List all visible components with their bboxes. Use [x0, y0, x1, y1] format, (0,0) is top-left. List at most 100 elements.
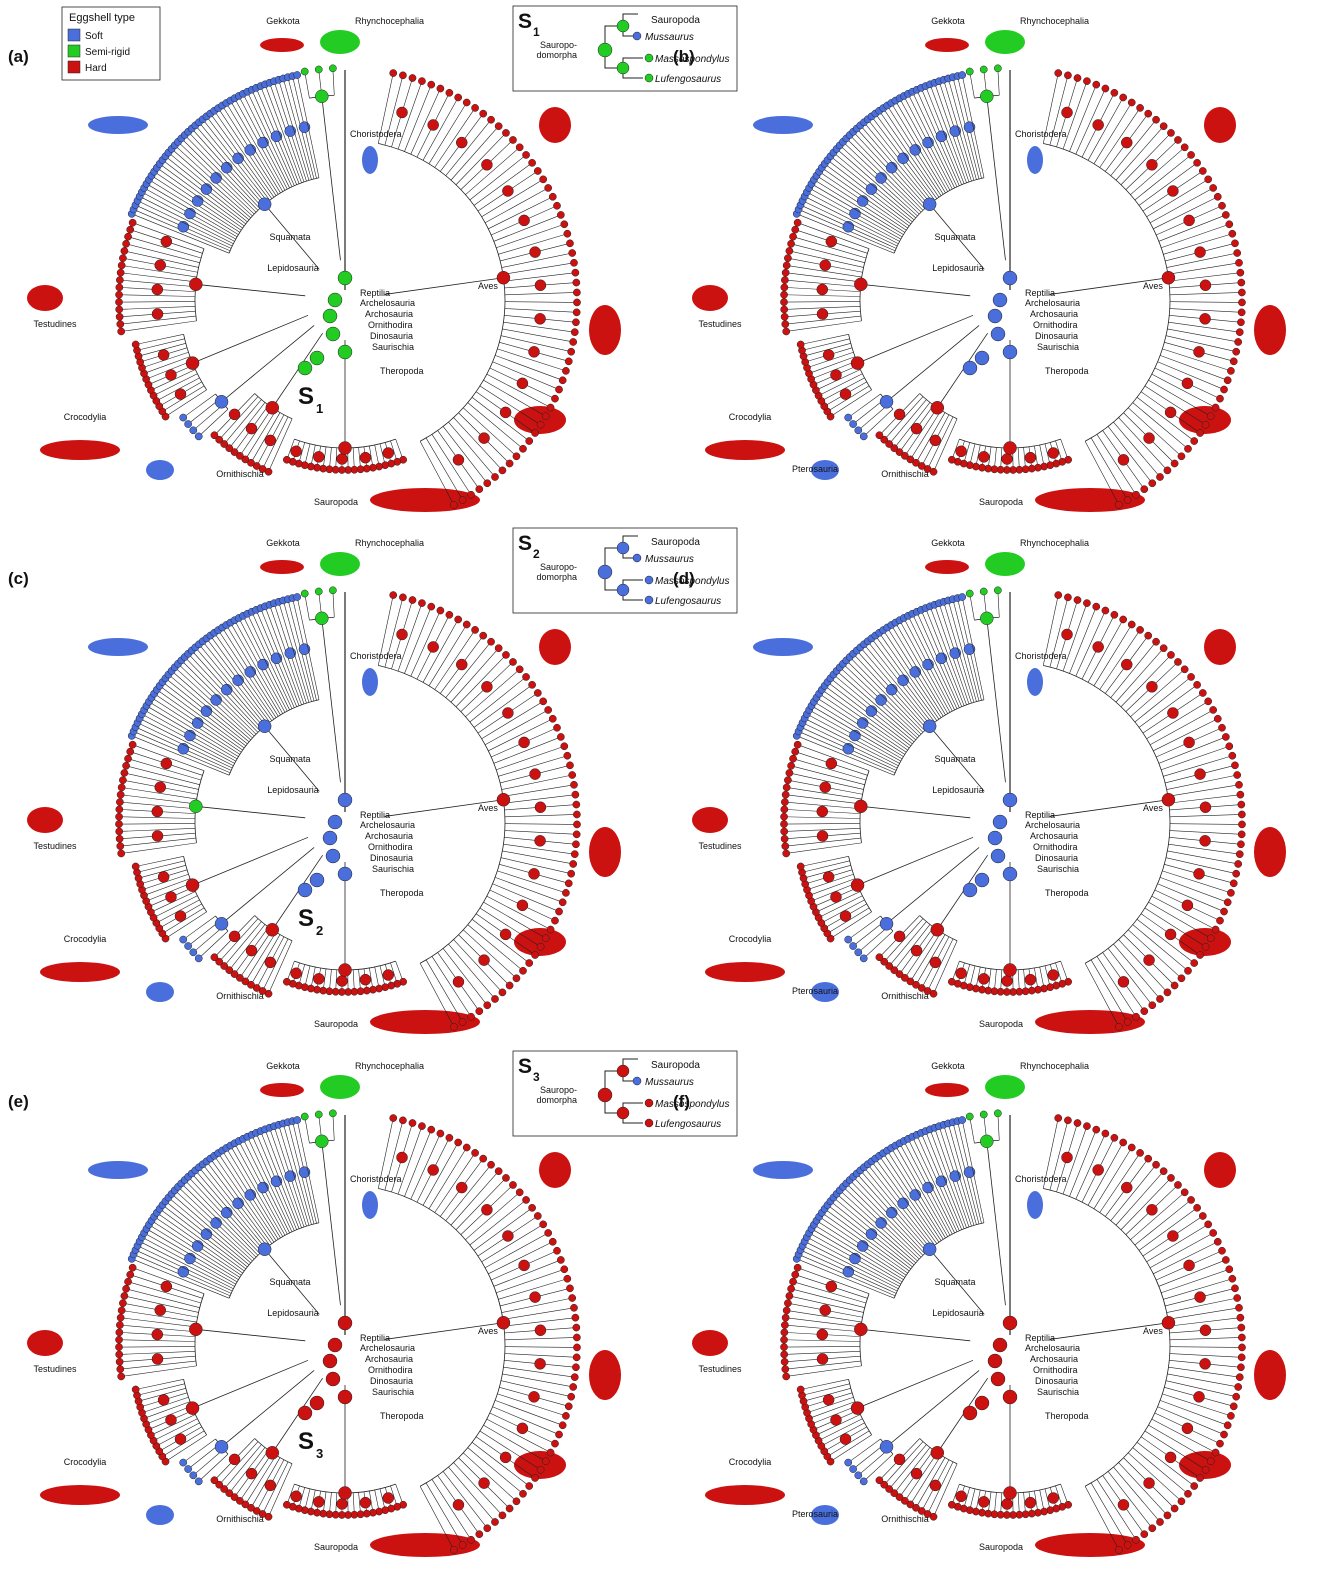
branch — [196, 1329, 305, 1340]
tip — [1210, 706, 1217, 713]
clade-label: Testudines — [698, 319, 742, 329]
tip — [315, 66, 322, 73]
tip — [1074, 74, 1081, 81]
tip — [117, 843, 124, 850]
clade-label: Ornithischia — [216, 469, 264, 479]
node — [1004, 964, 1017, 977]
node — [453, 976, 464, 987]
tip — [1136, 626, 1143, 633]
tip — [471, 626, 478, 633]
tip — [534, 689, 541, 696]
node — [1003, 345, 1017, 359]
tip — [1196, 429, 1203, 436]
tip — [121, 769, 128, 776]
tip — [573, 831, 580, 838]
branch — [1100, 108, 1140, 168]
tip — [1083, 600, 1090, 607]
tip — [315, 588, 322, 595]
tip — [855, 427, 862, 434]
tip — [1102, 1130, 1109, 1137]
node — [1003, 271, 1017, 285]
tip — [1160, 1168, 1167, 1175]
branch — [786, 1366, 861, 1377]
node — [152, 308, 163, 319]
silhouette — [27, 1330, 63, 1356]
node — [1121, 137, 1132, 148]
tip — [573, 309, 580, 316]
branch — [1139, 1208, 1197, 1251]
tip — [132, 1386, 139, 1393]
node — [1144, 1478, 1155, 1489]
clade-label: Testudines — [33, 319, 77, 329]
inset-node — [598, 1088, 612, 1102]
tip — [786, 1292, 793, 1299]
node — [315, 1135, 328, 1148]
tip — [129, 741, 136, 748]
clade-label: Ornithischia — [881, 1514, 929, 1524]
node — [851, 879, 864, 892]
branch — [812, 706, 903, 759]
node — [1048, 448, 1059, 459]
clade-label: Testudines — [33, 1364, 77, 1374]
tip — [1233, 1393, 1240, 1400]
tip — [301, 590, 308, 597]
clade-label: Ornithodira — [368, 1365, 413, 1375]
silhouette — [692, 285, 728, 311]
branch — [812, 1229, 903, 1282]
tip — [1149, 1002, 1156, 1009]
branch — [1170, 302, 1242, 303]
clade-label: Archosauria — [1030, 309, 1078, 319]
tip — [566, 762, 573, 769]
tip — [116, 835, 123, 842]
tip — [117, 1366, 124, 1373]
tip — [1132, 1013, 1139, 1020]
node — [397, 107, 408, 118]
branch — [861, 1329, 970, 1340]
node — [931, 923, 944, 936]
branch — [848, 394, 880, 418]
branch — [423, 97, 458, 160]
legend-swatch — [68, 29, 80, 41]
node — [298, 361, 312, 375]
node — [502, 1230, 513, 1241]
tip — [190, 1472, 197, 1479]
branch — [305, 72, 310, 99]
clade-label: Ornithischia — [216, 991, 264, 1001]
node — [1004, 1487, 1017, 1500]
branch — [861, 806, 970, 817]
node — [1093, 1164, 1104, 1175]
node — [975, 1396, 989, 1410]
inset-tip — [645, 74, 653, 82]
node — [221, 1207, 232, 1218]
tip — [1231, 240, 1238, 247]
branch — [1168, 1308, 1239, 1320]
tip — [1238, 1334, 1245, 1341]
tip — [794, 219, 801, 226]
node — [1146, 159, 1157, 170]
tip — [1141, 1531, 1148, 1538]
inset-tip — [633, 1077, 641, 1085]
branch — [429, 1148, 467, 1209]
branch — [423, 619, 458, 682]
tip — [118, 328, 125, 335]
tip — [480, 1155, 487, 1162]
node — [328, 293, 342, 307]
silhouette — [514, 928, 566, 956]
branch — [136, 1379, 184, 1389]
tip — [1174, 136, 1181, 143]
node — [338, 271, 352, 285]
node — [258, 198, 271, 211]
tip — [1214, 1238, 1221, 1245]
tip — [573, 299, 580, 306]
branch — [432, 956, 471, 1016]
tip — [980, 588, 987, 595]
tip — [1164, 989, 1171, 996]
tip — [519, 967, 526, 974]
silhouette — [705, 1485, 785, 1505]
tip — [116, 284, 123, 291]
tip — [1115, 1546, 1122, 1553]
tip — [1128, 1144, 1135, 1151]
branch — [136, 334, 184, 344]
node — [233, 153, 244, 164]
node — [479, 1478, 490, 1489]
